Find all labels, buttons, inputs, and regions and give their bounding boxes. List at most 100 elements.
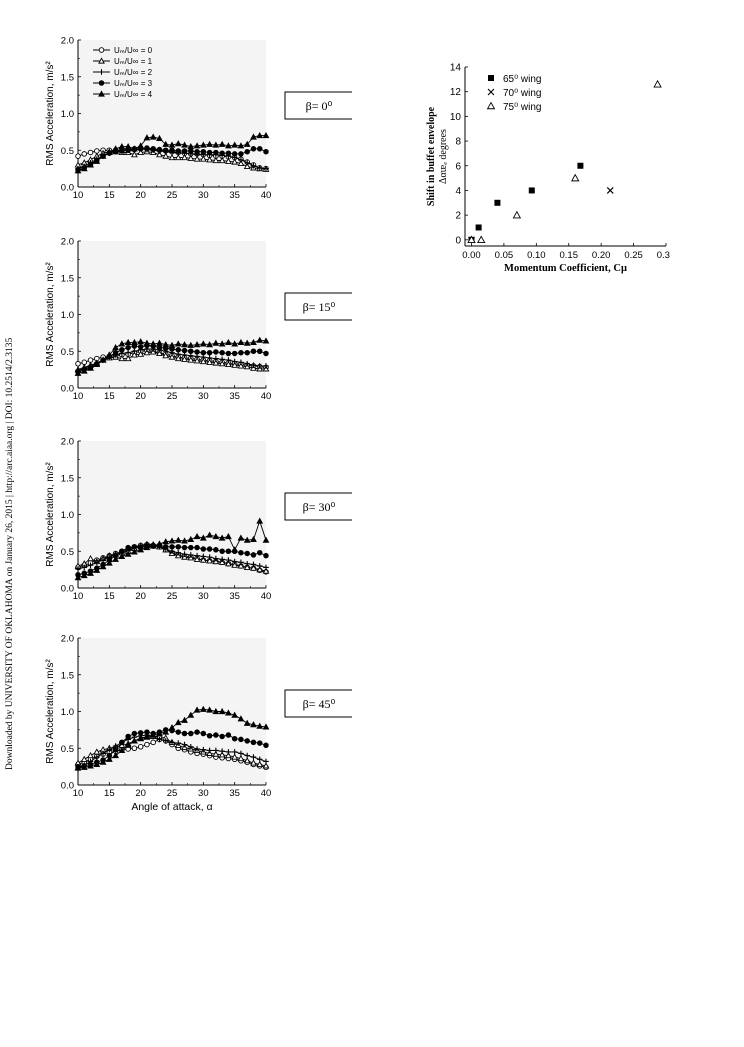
- data-point: [218, 751, 226, 758]
- data-point: [137, 734, 145, 741]
- data-point: [94, 559, 100, 566]
- data-point: [175, 544, 182, 550]
- data-point-shape: [130, 737, 138, 744]
- data-point: [606, 187, 614, 194]
- data-point: [218, 360, 226, 367]
- data-point-shape: [181, 551, 188, 557]
- data-point: [250, 535, 257, 543]
- data-point-shape: [206, 747, 213, 754]
- data-point-shape: [256, 363, 263, 369]
- legend-marker-shape: [98, 47, 105, 53]
- plot-background: [78, 638, 266, 785]
- data-point: [244, 752, 250, 759]
- data-point: [75, 566, 81, 572]
- legend-marker: [98, 47, 105, 53]
- legend: Uₘ/U∞ = 0 Uₘ/U∞ = 1 Uₘ/U∞ = 2 Uₘ/U∞ = 3 Uₘ/U…: [93, 46, 153, 99]
- x-axis-label: Momentum Coefficient, Cμ: [504, 263, 627, 274]
- data-point-shape: [181, 148, 188, 154]
- data-point-shape: [193, 706, 201, 713]
- data-point-shape: [256, 336, 264, 343]
- data-point: [162, 140, 170, 147]
- data-point: [156, 344, 163, 351]
- data-point: [112, 555, 120, 562]
- data-point-shape: [200, 746, 207, 753]
- data-point-shape: [80, 367, 88, 374]
- data-point: [93, 760, 101, 767]
- data-point-shape: [231, 546, 239, 553]
- data-point: [156, 349, 163, 357]
- data-point: [256, 348, 263, 355]
- data-point: [105, 559, 113, 566]
- data-point: [93, 360, 101, 368]
- data-point-shape: [238, 151, 244, 157]
- data-point: [93, 157, 101, 164]
- legend-item: Uₘ/U∞ = 4: [93, 90, 153, 99]
- data-point: [238, 157, 244, 163]
- data-point-shape: [200, 730, 207, 737]
- data-point-shape: [256, 165, 263, 171]
- data-point: [206, 140, 214, 147]
- data-point-shape: [577, 162, 584, 169]
- data-point: [243, 719, 251, 726]
- data-point: [119, 739, 125, 746]
- data-point: [181, 544, 188, 551]
- x-tick-label: 20: [135, 788, 146, 799]
- data-point: [174, 536, 182, 543]
- data-point: [206, 546, 213, 552]
- y-tick-label: 0.5: [61, 146, 74, 157]
- data-point: [130, 737, 138, 744]
- legend-label: 75⁰ wing: [503, 102, 541, 113]
- data-point: [213, 349, 219, 355]
- data-point-shape: [231, 358, 238, 365]
- data-point: [250, 348, 257, 355]
- data-point-shape: [100, 750, 106, 757]
- data-point: [206, 554, 213, 560]
- data-point-shape: [250, 348, 257, 355]
- data-point-shape: [225, 357, 232, 363]
- data-point: [213, 355, 219, 362]
- data-point: [75, 360, 81, 367]
- data-point-shape: [194, 746, 200, 752]
- data-point: [199, 556, 207, 563]
- data-point-shape: [137, 350, 145, 357]
- data-point: [194, 746, 200, 752]
- data-point-shape: [87, 752, 94, 759]
- data-point: [206, 733, 213, 739]
- data-point: [137, 350, 145, 357]
- data-point-shape: [243, 757, 251, 764]
- x-axis-label: Angle of attack, α: [131, 801, 212, 813]
- data-point-shape: [206, 140, 214, 147]
- data-point-shape: [494, 199, 501, 206]
- data-point: [193, 341, 201, 348]
- data-point-shape: [238, 750, 244, 757]
- data-point-shape: [137, 148, 145, 156]
- data-point-shape: [112, 746, 119, 753]
- data-point: [262, 723, 270, 730]
- data-point: [262, 337, 270, 344]
- data-point: [124, 550, 132, 557]
- x-tick-label: 25: [167, 591, 178, 602]
- y-axis-label: RMS Acceleration, m/s²: [45, 61, 56, 166]
- data-point-shape: [168, 724, 176, 731]
- data-point: [143, 134, 151, 141]
- y-tick-label: 1.5: [61, 670, 74, 681]
- data-point: [231, 158, 239, 165]
- data-point-shape: [137, 142, 145, 149]
- data-point-shape: [231, 350, 238, 357]
- data-point-shape: [188, 552, 194, 558]
- data-point: [224, 142, 232, 149]
- data-point-shape: [212, 156, 220, 164]
- series-filled-triangle: [74, 336, 270, 376]
- x-tick-label: 35: [229, 190, 240, 201]
- data-point-shape: [219, 356, 225, 363]
- data-point: [256, 756, 263, 763]
- data-point-shape: [231, 749, 238, 755]
- data-point-shape: [224, 752, 232, 759]
- data-point-shape: [199, 556, 207, 563]
- data-point-shape: [143, 134, 151, 141]
- x-tick-label: 0.15: [559, 250, 578, 261]
- data-point: [74, 574, 82, 581]
- data-point: [256, 740, 263, 746]
- data-point: [169, 147, 175, 153]
- data-point: [225, 732, 232, 738]
